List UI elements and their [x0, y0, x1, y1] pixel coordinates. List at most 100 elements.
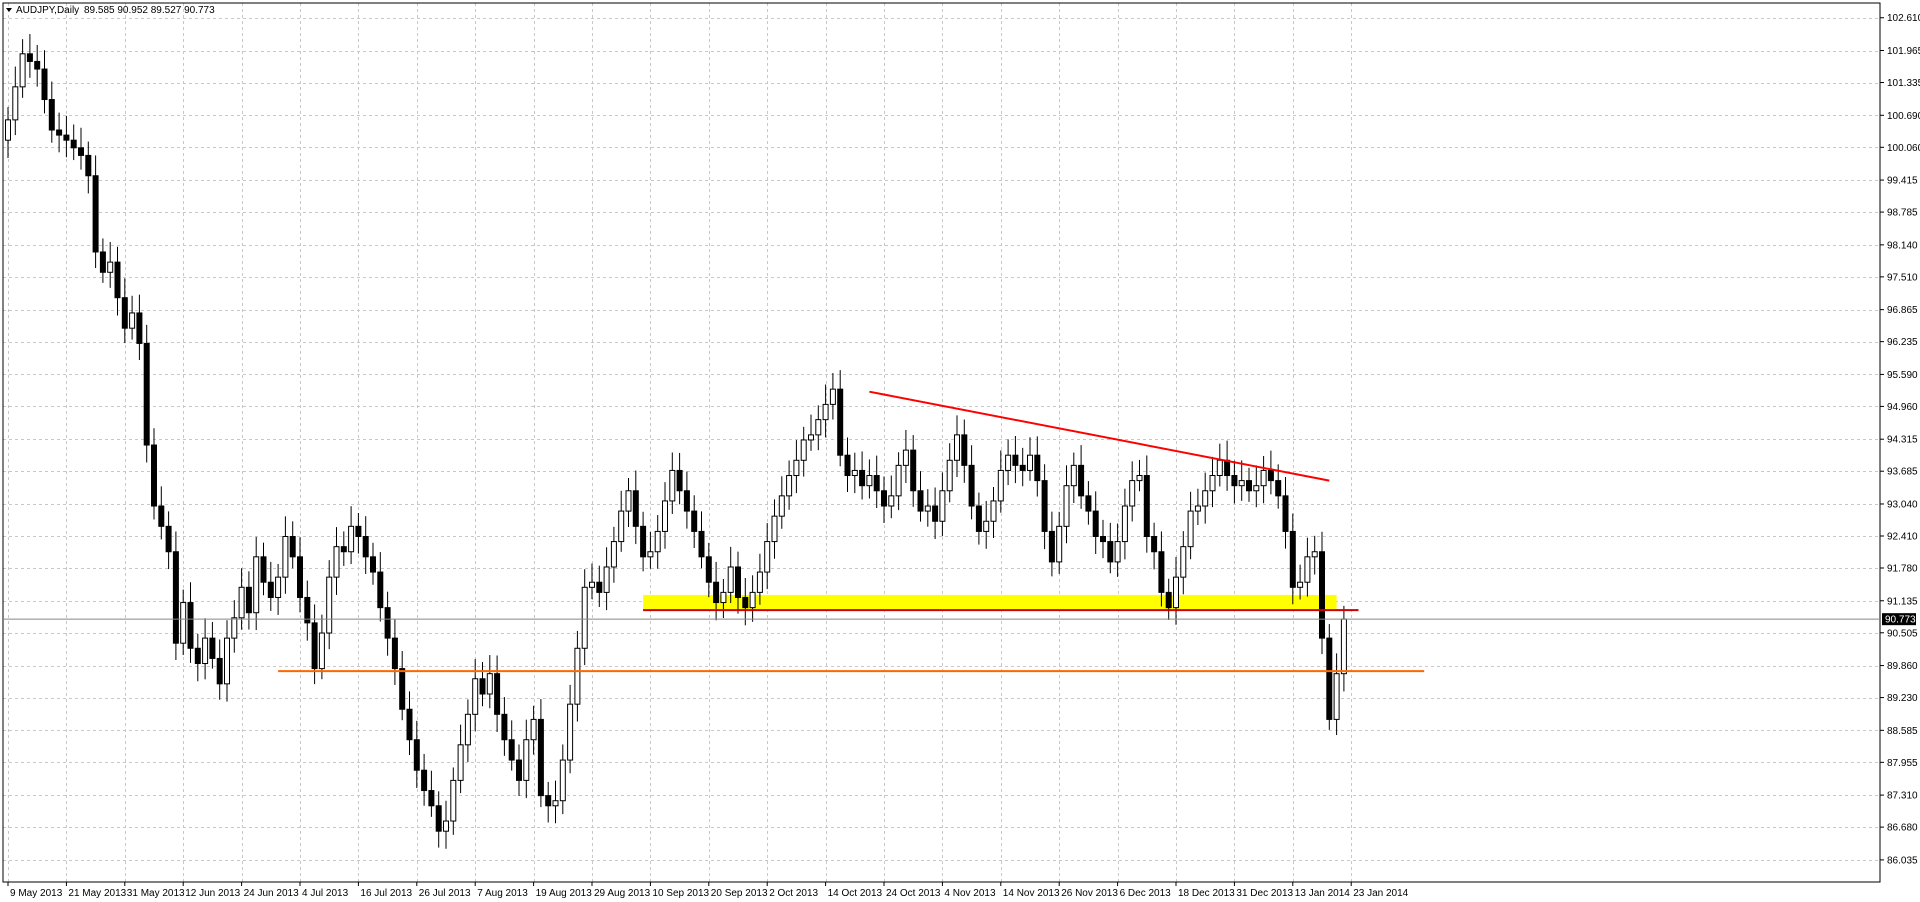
candle — [158, 486, 165, 540]
candle-body-bull — [1070, 464, 1077, 487]
candle-body-bull — [567, 703, 574, 761]
candle — [1070, 452, 1077, 504]
x-tick-label: 19 Aug 2013 — [536, 888, 593, 899]
candle — [479, 662, 486, 707]
candle-body-bull — [1063, 485, 1070, 527]
dropdown-triangle-icon[interactable] — [6, 8, 12, 12]
candle — [983, 500, 990, 549]
candle — [450, 767, 457, 835]
candle — [881, 476, 887, 524]
candle — [1048, 511, 1055, 577]
candle-body-bull — [983, 520, 990, 532]
x-tick-label: 18 Dec 2013 — [1178, 888, 1235, 899]
candle — [683, 471, 690, 529]
candle — [1019, 447, 1026, 487]
candle — [1085, 481, 1092, 525]
candle — [698, 511, 705, 569]
candle — [1202, 472, 1209, 524]
candle-body-bear — [209, 637, 216, 659]
candle-body-bull — [1253, 485, 1260, 492]
candle-body-bull — [662, 500, 668, 532]
candle-body-bear — [143, 342, 150, 446]
candle-body-bull — [333, 546, 340, 578]
candle-body-bear — [537, 718, 544, 797]
y-tick-label: 102.610 — [1887, 13, 1920, 24]
candle-body-bull — [180, 602, 187, 644]
candle-body-bull — [939, 490, 946, 522]
candle-body-bear — [362, 535, 369, 558]
candle — [786, 460, 793, 510]
candle — [348, 506, 355, 565]
candle-body-bull — [1187, 510, 1194, 548]
candle — [705, 542, 712, 598]
y-tick-label: 89.860 — [1887, 661, 1918, 672]
candle — [1005, 439, 1012, 486]
candle — [1209, 456, 1216, 508]
x-tick-label: 9 May 2013 — [10, 888, 63, 899]
candle-body-bull — [771, 515, 778, 543]
candle — [70, 124, 77, 161]
candle — [209, 621, 216, 669]
y-tick-label: 86.035 — [1887, 855, 1918, 866]
candle — [756, 553, 763, 605]
candle-body-bear — [355, 525, 362, 537]
candle — [1012, 436, 1019, 484]
candle — [647, 531, 654, 569]
candle-body-bear — [1165, 591, 1172, 609]
candle — [486, 655, 493, 709]
candle-body-bear — [508, 739, 515, 761]
candle — [435, 791, 442, 848]
candle-body-bear — [1012, 454, 1019, 466]
candle-body-bear — [837, 388, 844, 456]
candle-body-bull — [720, 591, 727, 604]
candle — [99, 238, 106, 283]
candle — [523, 719, 530, 799]
candle-body-bull — [253, 556, 260, 614]
candle — [764, 523, 771, 590]
candle — [289, 521, 296, 569]
candle — [56, 112, 63, 153]
candle — [932, 487, 939, 540]
candle — [946, 443, 953, 503]
y-tick-label: 86.680 — [1887, 823, 1918, 834]
candle-body-bear — [479, 678, 486, 695]
candle — [1092, 491, 1099, 555]
candle — [107, 242, 114, 288]
x-tick-label: 23 Jan 2014 — [1353, 888, 1408, 899]
candle — [494, 655, 501, 733]
resistance-trendline[interactable] — [869, 390, 1330, 482]
candle — [735, 551, 741, 614]
y-tick-label: 97.510 — [1887, 272, 1918, 283]
candle-body-bear — [92, 175, 99, 253]
candle-body-bull — [1121, 505, 1128, 543]
candle-body-bull — [1202, 490, 1209, 507]
candle — [596, 565, 603, 608]
candle-body-bear — [1041, 480, 1048, 532]
candle — [1238, 460, 1245, 501]
candle — [676, 452, 683, 505]
candle-body-bear — [698, 530, 705, 558]
candle-body-bull — [800, 439, 807, 461]
candle-body-bear — [151, 444, 157, 507]
candle-body-bear — [742, 596, 749, 609]
candle-body-bull — [618, 510, 625, 543]
x-tick-label: 29 Aug 2013 — [594, 888, 651, 899]
candle — [443, 800, 449, 849]
candle — [625, 477, 632, 527]
y-tick-label: 87.310 — [1887, 791, 1918, 802]
candle — [1326, 624, 1333, 730]
candle-body-bear — [1085, 495, 1092, 512]
candle-body-bear — [691, 510, 698, 532]
candle — [888, 475, 895, 519]
candle — [180, 589, 187, 656]
candle-body-bear — [705, 556, 712, 583]
candle — [917, 471, 924, 522]
candle-body-bear — [910, 449, 917, 492]
support-zone — [643, 594, 1337, 611]
candle-body-bull — [1297, 581, 1304, 588]
candle — [1319, 531, 1325, 655]
candle — [800, 426, 807, 477]
candle — [618, 490, 625, 552]
candle — [41, 50, 48, 114]
